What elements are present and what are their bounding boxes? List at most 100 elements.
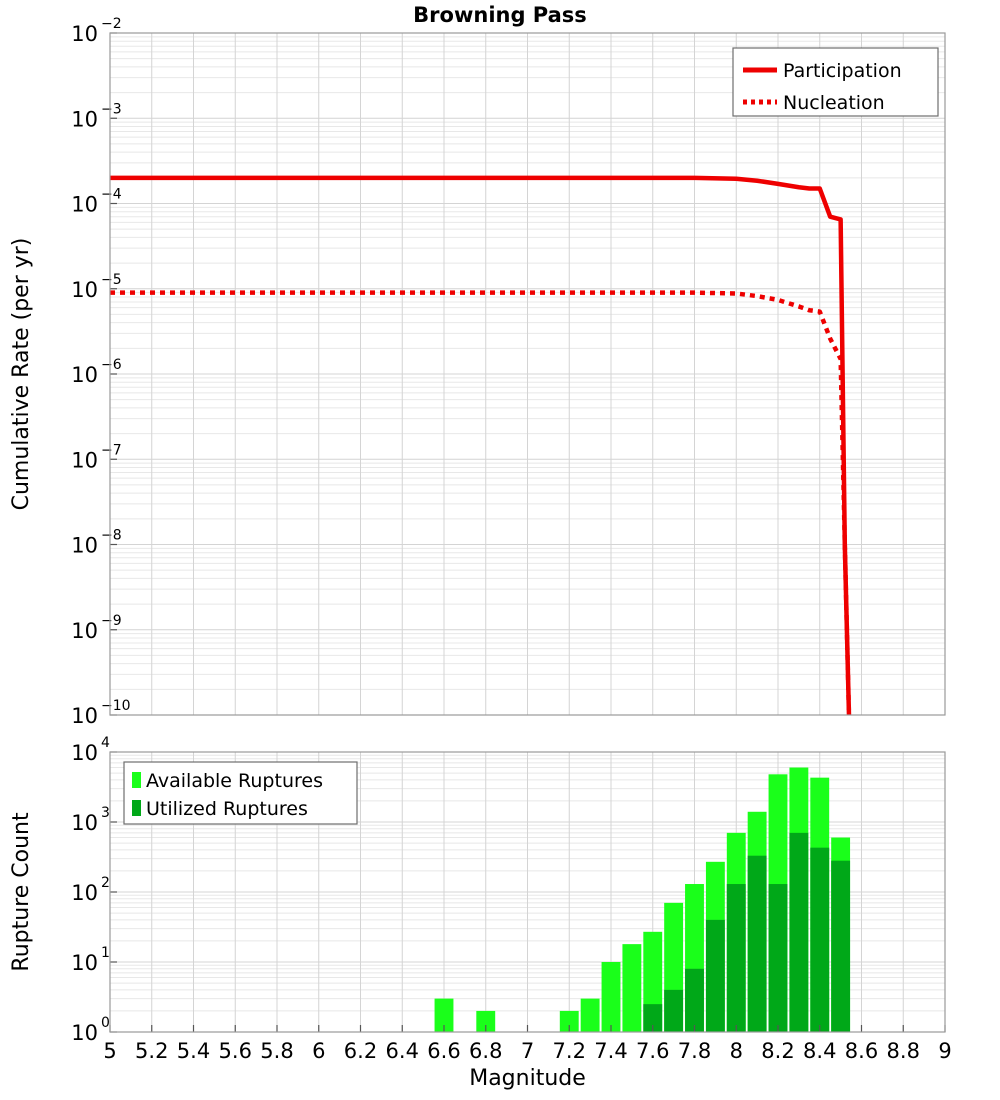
bottom-xtick-6: 6.2 xyxy=(344,1039,377,1063)
bottom-ytick-0-exponent: 0 xyxy=(101,1015,110,1031)
top-legend-box xyxy=(732,47,939,117)
top-ytick-2-base: 10 xyxy=(71,534,98,558)
top-series-participation xyxy=(110,175,852,716)
bottom-panel: 10 010 110 210 310 45 5.2 5.4 5.6 5.8 6 6.2 6.4 6.6 6.… xyxy=(9,735,952,1091)
top-ytick-7-base: 10 xyxy=(71,107,98,131)
bottom-xtick-13: 7.6 xyxy=(636,1039,669,1063)
top-ytick-8-exponent: −2 xyxy=(101,16,122,32)
bottom-ytick-1-base: 10 xyxy=(71,951,98,975)
bottom-legend-swatch-1 xyxy=(132,800,141,816)
top-ytick-4-exponent: −6 xyxy=(101,357,122,373)
bottom-legend-box xyxy=(123,761,358,825)
top-ytick-5-exponent: −5 xyxy=(101,272,122,288)
bottom-xtick-8: 6.6 xyxy=(427,1039,460,1063)
top-ytick-4: 10 −6 xyxy=(71,357,121,387)
bottom-ytick-0: 10 0 xyxy=(71,1015,110,1045)
top-legend-label-1: Nucleation xyxy=(783,92,885,114)
bar-utilized xyxy=(705,919,725,1032)
bottom-bars xyxy=(434,767,851,1032)
bottom-ylabel: Rupture Count xyxy=(9,812,34,972)
top-ytick-0-exponent: −10 xyxy=(101,698,131,714)
bottom-ytick-2-exponent: 2 xyxy=(101,875,110,891)
bottom-legend: Available Ruptures Utilized Ruptures xyxy=(123,761,358,825)
top-ytick-6-exponent: −4 xyxy=(101,187,122,203)
bar-utilized xyxy=(789,832,809,1032)
bottom-ytick-2-base: 10 xyxy=(71,881,98,905)
top-ytick-5: 10 −5 xyxy=(71,272,121,302)
bottom-xtick-7: 6.4 xyxy=(386,1039,419,1063)
top-ytick-2: 10 −8 xyxy=(71,528,121,558)
bottom-ytick-3-exponent: 3 xyxy=(101,805,110,821)
bottom-xtick-20: 9 xyxy=(938,1039,951,1063)
bottom-ytick-2: 10 2 xyxy=(71,875,110,905)
bottom-ytick-1: 10 1 xyxy=(71,945,110,975)
bottom-xtick-11: 7.2 xyxy=(553,1039,586,1063)
bottom-ytick-4-exponent: 4 xyxy=(101,735,110,751)
bottom-xtick-15: 8 xyxy=(730,1039,743,1063)
top-ytick-4-base: 10 xyxy=(71,363,98,387)
top-ylabel: Cumulative Rate (per yr) xyxy=(9,238,34,511)
top-series-nucleation xyxy=(110,290,852,716)
top-legend-label-0: Participation xyxy=(783,60,902,82)
top-ytick-5-base: 10 xyxy=(71,278,98,302)
top-ytick-8-base: 10 xyxy=(71,22,98,46)
bottom-xtick-1: 5.2 xyxy=(135,1039,168,1063)
bar-available xyxy=(622,944,642,1032)
bottom-ytick-1-exponent: 1 xyxy=(101,945,110,961)
bottom-xtick-3: 5.6 xyxy=(219,1039,252,1063)
bar-utilized xyxy=(643,1004,663,1032)
bottom-ytick-3: 10 3 xyxy=(71,805,110,835)
bottom-xtick-2: 5.4 xyxy=(177,1039,210,1063)
bar-available xyxy=(580,998,600,1032)
bar-utilized xyxy=(664,989,684,1032)
bottom-ytick-0-base: 10 xyxy=(71,1021,98,1045)
bar-utilized xyxy=(810,847,830,1032)
top-ytick-0: 10 −10 xyxy=(71,698,130,728)
bar-available xyxy=(601,962,621,1032)
top-ytick-1-exponent: −9 xyxy=(101,613,122,629)
top-ytick-3: 10 −7 xyxy=(71,442,121,472)
bottom-ytick-4-base: 10 xyxy=(71,741,98,765)
bottom-xtick-16: 8.2 xyxy=(761,1039,794,1063)
top-ytick-6-base: 10 xyxy=(71,193,98,217)
bar-available xyxy=(434,998,454,1032)
bottom-xtick-18: 8.6 xyxy=(845,1039,878,1063)
bottom-legend-label-0: Available Ruptures xyxy=(146,770,323,792)
top-ytick-1: 10 −9 xyxy=(71,613,121,643)
top-ytick-6: 10 −4 xyxy=(71,187,121,217)
bottom-legend-swatch-0 xyxy=(132,772,141,788)
top-legend: Participation Nucleation xyxy=(732,47,939,117)
bottom-x-ticks: 5 5.2 5.4 5.6 5.8 6 6.2 6.4 6.6 6.8 7 7.2 7.4 7.6 7.8 8… xyxy=(103,1025,952,1063)
bar-available xyxy=(476,1010,496,1032)
bottom-xtick-19: 8.8 xyxy=(887,1039,920,1063)
page-title: Browning Pass xyxy=(413,3,587,27)
bottom-xtick-5: 6 xyxy=(312,1039,325,1063)
top-ytick-3-exponent: −7 xyxy=(101,442,122,458)
bottom-xtick-14: 7.8 xyxy=(678,1039,711,1063)
bar-utilized xyxy=(685,968,704,1032)
top-gridlines xyxy=(109,32,946,716)
top-ytick-1-base: 10 xyxy=(71,619,98,643)
bottom-xlabel: Magnitude xyxy=(469,1066,586,1091)
bottom-xtick-10: 7 xyxy=(521,1039,534,1063)
bottom-xtick-9: 6.8 xyxy=(469,1039,502,1063)
bottom-xtick-0: 5 xyxy=(103,1039,116,1063)
bottom-ytick-4: 10 4 xyxy=(71,735,110,765)
bar-utilized xyxy=(831,860,851,1032)
top-ytick-7-exponent: −3 xyxy=(101,101,122,117)
top-ytick-8: 10 −2 xyxy=(71,16,121,46)
bar-utilized xyxy=(747,855,767,1032)
bottom-xtick-12: 7.4 xyxy=(594,1039,627,1063)
top-ytick-7: 10 −3 xyxy=(71,101,121,131)
top-series xyxy=(110,175,852,716)
bottom-ytick-3-base: 10 xyxy=(71,811,98,835)
bottom-xtick-4: 5.8 xyxy=(260,1039,293,1063)
bar-available xyxy=(559,1010,579,1032)
bottom-xtick-17: 8.4 xyxy=(803,1039,836,1063)
bottom-plot-frame xyxy=(109,751,946,1033)
top-ytick-3-base: 10 xyxy=(71,448,98,472)
